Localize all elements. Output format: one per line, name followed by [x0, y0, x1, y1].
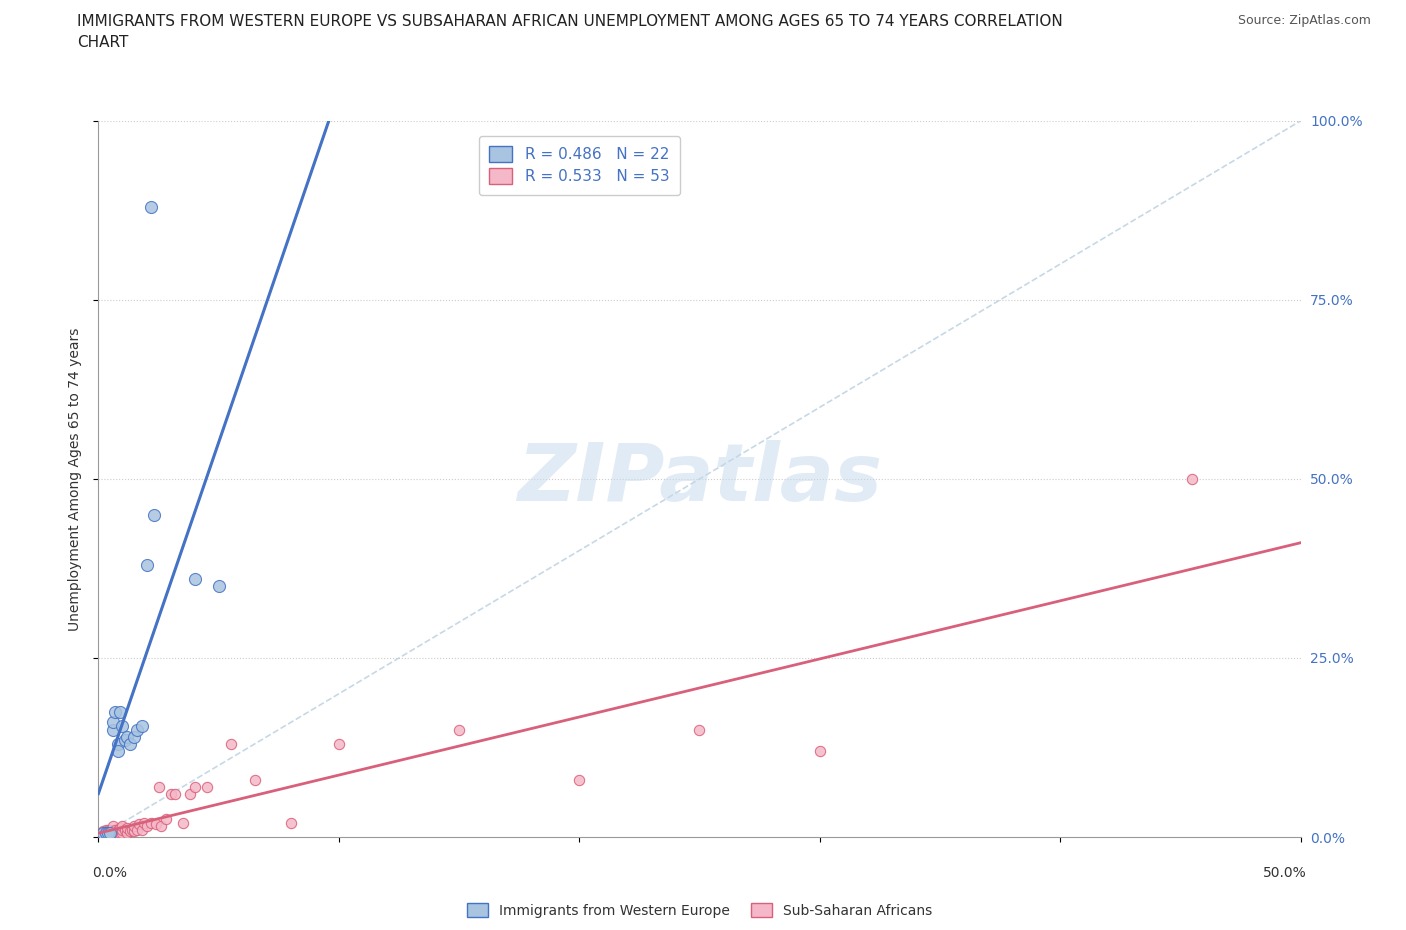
- Point: [183, 779, 205, 794]
- Point: [101, 818, 124, 833]
- Point: [104, 704, 127, 719]
- Point: [183, 572, 205, 587]
- Point: [91, 824, 114, 839]
- Point: [108, 821, 131, 836]
- Point: [101, 715, 124, 730]
- Point: [91, 826, 114, 841]
- Text: ZIPatlas: ZIPatlas: [517, 440, 882, 518]
- Point: [111, 818, 134, 833]
- Point: [208, 578, 231, 594]
- Point: [195, 779, 218, 794]
- Point: [107, 744, 129, 759]
- Point: [149, 818, 172, 833]
- Point: [568, 772, 591, 787]
- Point: [117, 826, 139, 841]
- Point: [108, 826, 131, 841]
- Point: [1181, 472, 1204, 486]
- Point: [135, 818, 157, 833]
- Point: [97, 826, 120, 841]
- Point: [142, 508, 165, 523]
- Text: Source: ZipAtlas.com: Source: ZipAtlas.com: [1237, 14, 1371, 27]
- Point: [101, 826, 124, 841]
- Point: [280, 816, 302, 830]
- Point: [111, 822, 134, 837]
- Text: 50.0%: 50.0%: [1263, 866, 1306, 880]
- Point: [135, 557, 157, 572]
- Point: [145, 817, 167, 831]
- Point: [94, 822, 117, 837]
- Point: [101, 722, 124, 737]
- Point: [114, 733, 136, 748]
- Point: [97, 826, 120, 841]
- Legend: Immigrants from Western Europe, Sub-Saharan Africans: Immigrants from Western Europe, Sub-Saha…: [461, 897, 938, 923]
- Point: [447, 722, 470, 737]
- Point: [124, 824, 146, 839]
- Point: [179, 787, 201, 802]
- Point: [100, 826, 122, 841]
- Point: [117, 729, 139, 744]
- Point: [148, 779, 170, 794]
- Point: [132, 816, 155, 830]
- Y-axis label: Unemployment Among Ages 65 to 74 years: Unemployment Among Ages 65 to 74 years: [67, 327, 82, 631]
- Point: [101, 824, 124, 839]
- Point: [100, 822, 122, 837]
- Point: [94, 826, 117, 841]
- Point: [104, 826, 127, 841]
- Point: [125, 822, 148, 837]
- Point: [107, 826, 129, 841]
- Point: [689, 722, 711, 737]
- Point: [114, 822, 136, 837]
- Point: [131, 719, 153, 734]
- Text: 0.0%: 0.0%: [93, 866, 128, 880]
- Point: [94, 826, 117, 841]
- Point: [91, 828, 114, 843]
- Point: [118, 824, 141, 839]
- Point: [111, 719, 134, 734]
- Point: [172, 816, 194, 830]
- Point: [328, 737, 350, 751]
- Point: [141, 816, 163, 830]
- Point: [107, 737, 129, 751]
- Point: [121, 822, 143, 837]
- Point: [124, 818, 146, 833]
- Point: [108, 704, 131, 719]
- Point: [165, 787, 187, 802]
- Point: [243, 772, 266, 787]
- Point: [100, 826, 122, 841]
- Point: [111, 826, 134, 841]
- Point: [155, 812, 177, 827]
- Text: IMMIGRANTS FROM WESTERN EUROPE VS SUBSAHARAN AFRICAN UNEMPLOYMENT AMONG AGES 65 : IMMIGRANTS FROM WESTERN EUROPE VS SUBSAH…: [77, 14, 1063, 29]
- Point: [90, 826, 112, 841]
- Point: [159, 787, 181, 802]
- Point: [141, 199, 163, 214]
- Point: [117, 821, 139, 836]
- Point: [808, 744, 831, 759]
- Point: [104, 822, 127, 837]
- Point: [219, 737, 242, 751]
- Point: [107, 822, 129, 837]
- Point: [118, 737, 141, 751]
- Point: [124, 729, 146, 744]
- Point: [128, 817, 150, 831]
- Point: [125, 722, 148, 737]
- Text: CHART: CHART: [77, 35, 129, 50]
- Point: [97, 822, 120, 837]
- Point: [131, 822, 153, 837]
